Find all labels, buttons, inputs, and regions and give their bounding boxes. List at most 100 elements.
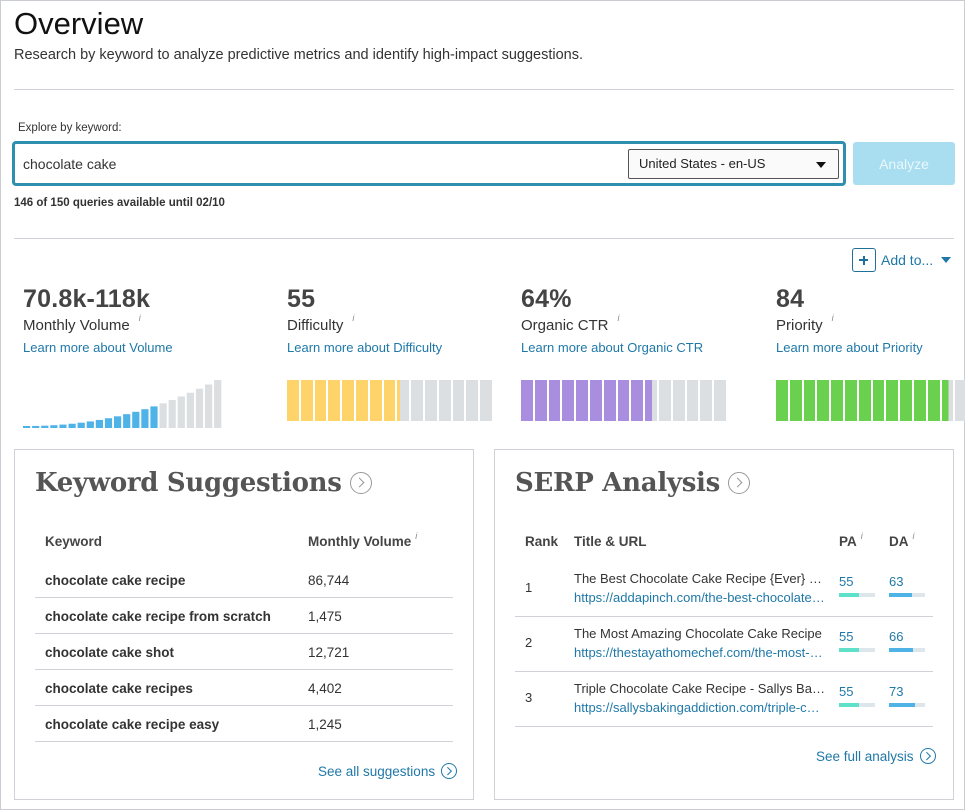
table-row[interactable]: chocolate cake recipe from scratch 1,475: [35, 598, 453, 634]
pa-value: 55: [839, 684, 854, 699]
score-segment: [576, 380, 588, 421]
score-segment: [342, 380, 354, 421]
page-subtitle: Research by keyword to analyze predictiv…: [14, 47, 583, 63]
volume-bar: [123, 414, 131, 428]
serp-analysis-card: SERP Analysis Rank Title & URL PA i DA i 1…: [494, 449, 954, 800]
see-full-analysis-link[interactable]: See full analysis: [816, 748, 936, 764]
volume-learn-more-link[interactable]: Learn more about Volume: [23, 340, 173, 355]
score-segment: [803, 380, 816, 421]
column-header-da: DA i: [889, 531, 915, 549]
metric-ctr: 64% Organic CTR i Learn more about Organi…: [521, 285, 703, 355]
table-row[interactable]: chocolate cake recipes 4,402: [35, 670, 453, 706]
volume-cell: 1,245: [308, 717, 342, 732]
score-segment: [562, 380, 575, 421]
score-segment: [645, 380, 657, 421]
volume-cell: 86,744: [308, 573, 350, 588]
score-segment: [900, 380, 912, 421]
rank-cell: 3: [525, 690, 533, 705]
score-segment: [300, 380, 313, 421]
score-segment: [789, 380, 802, 421]
info-icon[interactable]: i: [415, 531, 418, 541]
metric-label: Monthly Volume i: [23, 313, 141, 334]
da-bar: [889, 703, 925, 707]
column-header-keyword: Keyword: [45, 534, 103, 549]
rank-cell: 1: [525, 580, 533, 595]
result-url-link[interactable]: https://addapinch.com/the-best-chocolate…: [574, 590, 826, 605]
volume-bar: [23, 426, 31, 428]
volume-cell: 12,721: [308, 645, 350, 660]
metric-value: 64%: [521, 285, 572, 313]
column-header-pa: PA i: [839, 531, 863, 549]
score-segment: [927, 380, 940, 421]
score-segment: [672, 380, 685, 421]
volume-histogram: [23, 380, 222, 428]
score-segment: [858, 380, 871, 421]
info-icon[interactable]: i: [617, 313, 620, 323]
keyword-cell: chocolate cake recipe: [45, 573, 186, 588]
volume-bar: [168, 400, 176, 428]
volume-bar: [77, 422, 85, 428]
volume-bar: [132, 411, 140, 428]
volume-cell: 4,402: [308, 681, 342, 696]
score-segment: [534, 380, 547, 421]
rank-cell: 2: [525, 635, 533, 650]
locale-select[interactable]: United States - en-US: [628, 149, 839, 179]
caret-down-icon: [816, 162, 826, 168]
table-row[interactable]: chocolate cake shot 12,721: [35, 634, 453, 670]
chevron-right-circle-icon[interactable]: [727, 472, 750, 494]
queries-note: 146 of 150 queries available until 02/10: [14, 197, 225, 209]
caret-down-icon: [941, 257, 952, 263]
table-row[interactable]: chocolate cake recipe easy 1,245: [35, 706, 453, 742]
volume-bar: [186, 392, 194, 428]
divider: [14, 238, 954, 239]
da-bar: [889, 593, 925, 597]
volume-bar: [150, 406, 158, 428]
score-segment: [466, 380, 479, 421]
result-url-link[interactable]: https://sallysbakingaddiction.com/triple…: [574, 700, 826, 715]
volume-bar: [95, 419, 103, 428]
ctr-score-bar: [521, 380, 726, 421]
locale-select-value: United States - en-US: [639, 156, 766, 171]
search-box: United States - en-US: [12, 141, 846, 186]
priority-score-bar: [776, 380, 965, 421]
table-row[interactable]: chocolate cake recipe 86,744: [35, 562, 453, 598]
info-icon[interactable]: i: [352, 313, 355, 323]
result-url-link[interactable]: https://thestayathomechef.com/the-most-a…: [574, 645, 826, 660]
info-icon[interactable]: i: [860, 531, 863, 541]
difficulty-learn-more-link[interactable]: Learn more about Difficulty: [287, 340, 443, 355]
metric-volume: 70.8k-118k Monthly Volume i Learn more ab…: [23, 285, 173, 355]
info-icon[interactable]: i: [831, 313, 834, 323]
volume-bar: [177, 396, 185, 428]
volume-bar: [195, 388, 204, 428]
score-segment: [589, 380, 602, 421]
score-segment: [411, 380, 423, 421]
analyze-button[interactable]: Analyze: [853, 142, 955, 185]
priority-learn-more-link[interactable]: Learn more about Priority: [776, 340, 923, 355]
score-segment: [521, 380, 533, 421]
score-segment: [913, 380, 926, 421]
add-to-label: Add to...: [881, 252, 934, 268]
chevron-right-circle-icon: [919, 748, 936, 764]
ctr-learn-more-link[interactable]: Learn more about Organic CTR: [521, 340, 704, 355]
column-header-monthly-volume: Monthly Volume i: [308, 531, 418, 549]
see-all-suggestions-link[interactable]: See all suggestions: [318, 763, 458, 779]
info-icon[interactable]: i: [138, 313, 141, 323]
keyword-input[interactable]: [23, 152, 623, 176]
volume-bar: [41, 425, 49, 428]
info-icon[interactable]: i: [912, 531, 915, 541]
divider: [14, 89, 954, 90]
pa-bar: [839, 648, 875, 652]
score-segment: [328, 380, 341, 421]
volume-bar: [68, 423, 76, 428]
page-title: Overview: [14, 6, 144, 41]
volume-bar: [114, 416, 122, 428]
keyword-cell: chocolate cake recipes: [45, 681, 193, 696]
score-segment: [941, 380, 954, 421]
add-to-button[interactable]: Add to...: [852, 248, 952, 272]
volume-bar: [159, 403, 167, 428]
chevron-right-circle-icon[interactable]: [349, 472, 372, 494]
serp-analysis-title: SERP Analysis: [515, 468, 750, 498]
result-title: The Best Chocolate Cake Recipe {Ever} - …: [574, 571, 826, 586]
volume-bar: [104, 418, 113, 428]
score-segment: [886, 380, 899, 421]
